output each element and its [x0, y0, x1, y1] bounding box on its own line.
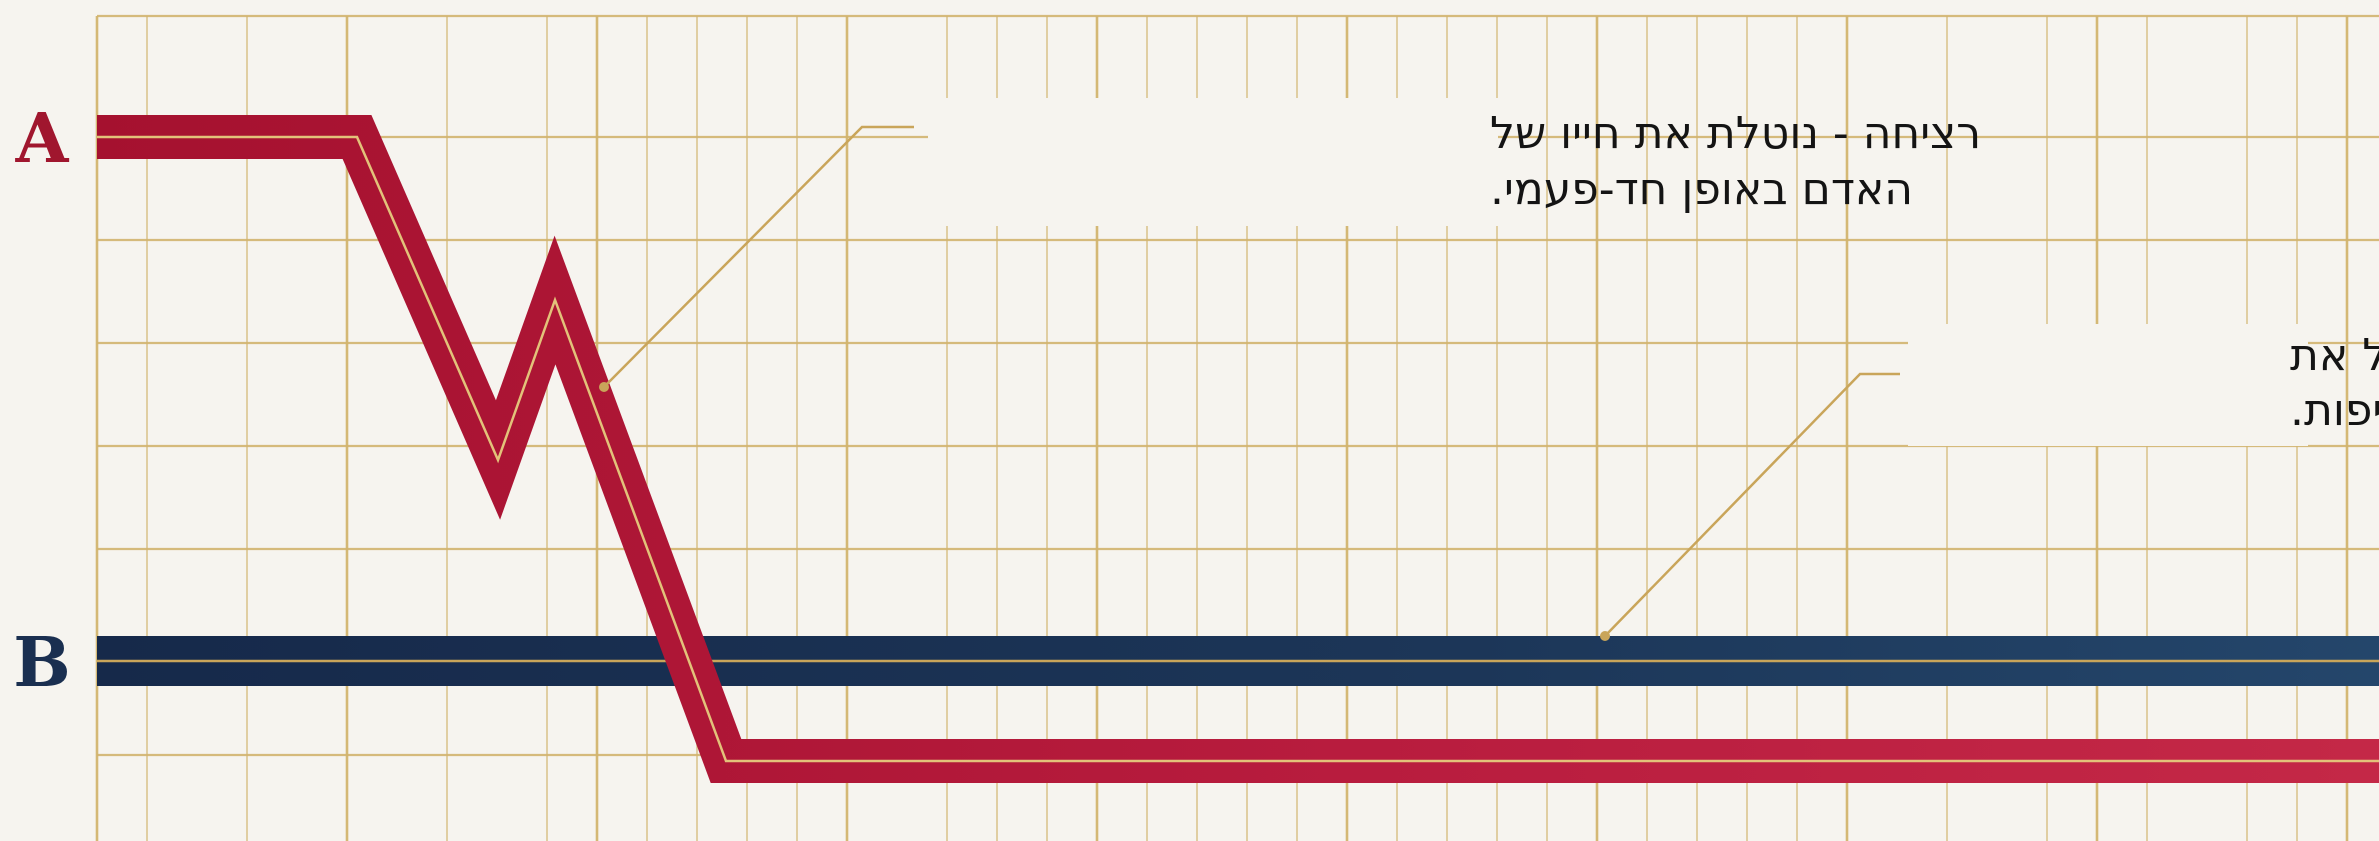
slavery-line — [97, 636, 2379, 686]
slavery-callout-line2: החיים ברציפות. — [2290, 385, 2379, 436]
murder-line — [97, 115, 2379, 783]
slavery-callout: שעבוד - שולל את החיים ברציפות. — [1600, 324, 2379, 641]
slavery-leader — [1604, 372, 1900, 637]
murder-callout-backdrop — [928, 98, 1498, 226]
murder-callout-line2: האדם באופן חד-פעמי. — [1490, 164, 1913, 215]
murder-thread — [97, 135, 2379, 763]
label-b: B — [13, 623, 70, 703]
murder-callout-line1: רציחה - נוטלת את חייו של — [1490, 108, 1981, 159]
murder-leader — [603, 125, 914, 388]
slavery-callout-backdrop — [1908, 324, 2308, 446]
murder-callout: רציחה - נוטלת את חייו של האדם באופן חד-פ… — [599, 98, 1981, 392]
slavery-leader-dot — [1600, 631, 1610, 641]
murder-leader-dot — [599, 382, 609, 392]
label-a: A — [15, 99, 70, 179]
slavery-callout-line1: שעבוד - שולל את — [2290, 330, 2379, 381]
